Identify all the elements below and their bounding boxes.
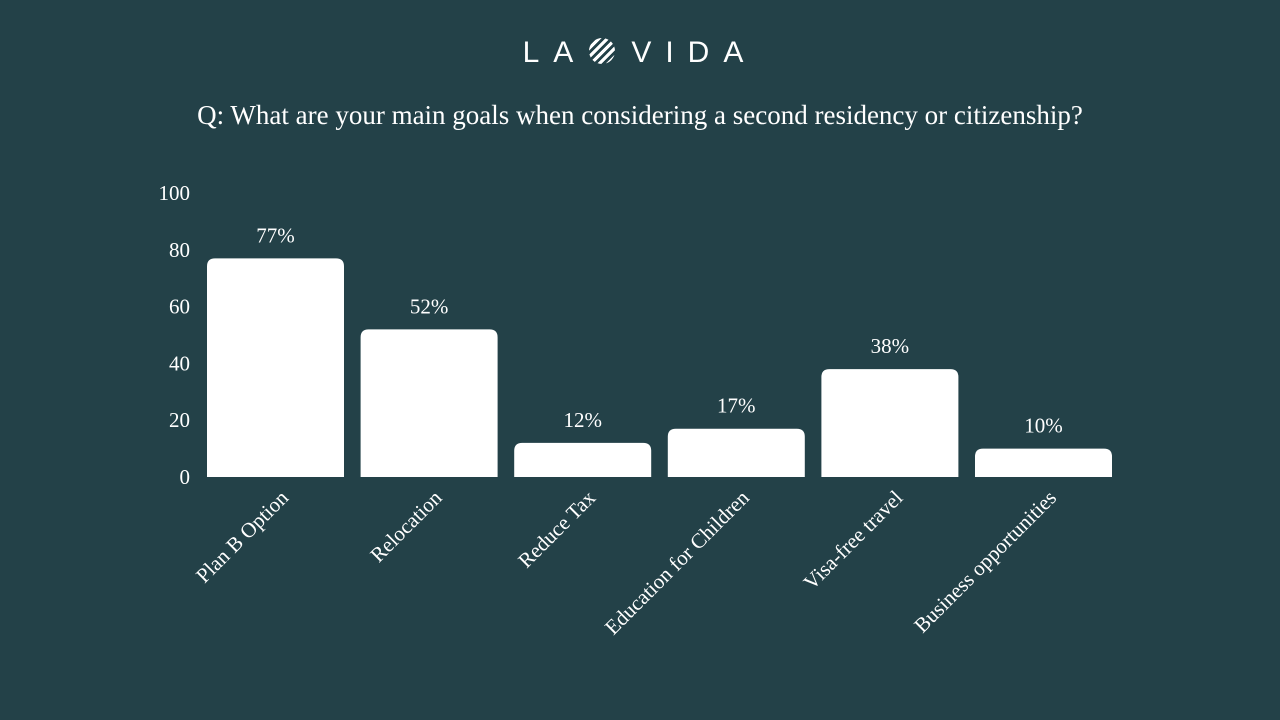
y-tick-label: 40 [169, 351, 190, 375]
data-label: 17% [717, 394, 756, 418]
y-tick-label: 20 [169, 408, 190, 432]
y-tick-label: 80 [169, 238, 190, 262]
brand-logo: LA VIDA [0, 36, 1280, 70]
x-tick-label: Education for Children [600, 485, 754, 639]
bar [821, 369, 959, 477]
brand-right: VIDA [631, 36, 758, 69]
y-tick-label: 60 [169, 295, 190, 319]
data-label: 52% [410, 294, 449, 318]
bar [360, 329, 498, 477]
x-tick-label: Relocation [365, 485, 447, 567]
bar [975, 448, 1112, 477]
x-tick-label: Visa-free travel [799, 485, 908, 594]
brand-left: LA [522, 36, 588, 69]
x-tick-label: Business opportunities [909, 486, 1061, 638]
bar [514, 442, 652, 477]
bar [207, 258, 344, 477]
data-label: 12% [563, 408, 602, 432]
data-label: 77% [256, 223, 295, 247]
x-tick-label: Reduce Tax [513, 485, 600, 572]
bar [667, 428, 805, 477]
x-tick-label: Plan B Option [191, 485, 293, 587]
y-tick-label: 0 [180, 465, 191, 489]
chart-title: Q: What are your main goals when conside… [197, 100, 1083, 130]
y-tick-label: 100 [159, 181, 191, 205]
data-label: 38% [871, 334, 910, 358]
data-label: 10% [1024, 414, 1063, 438]
logo-striped-circle-icon [589, 38, 616, 64]
